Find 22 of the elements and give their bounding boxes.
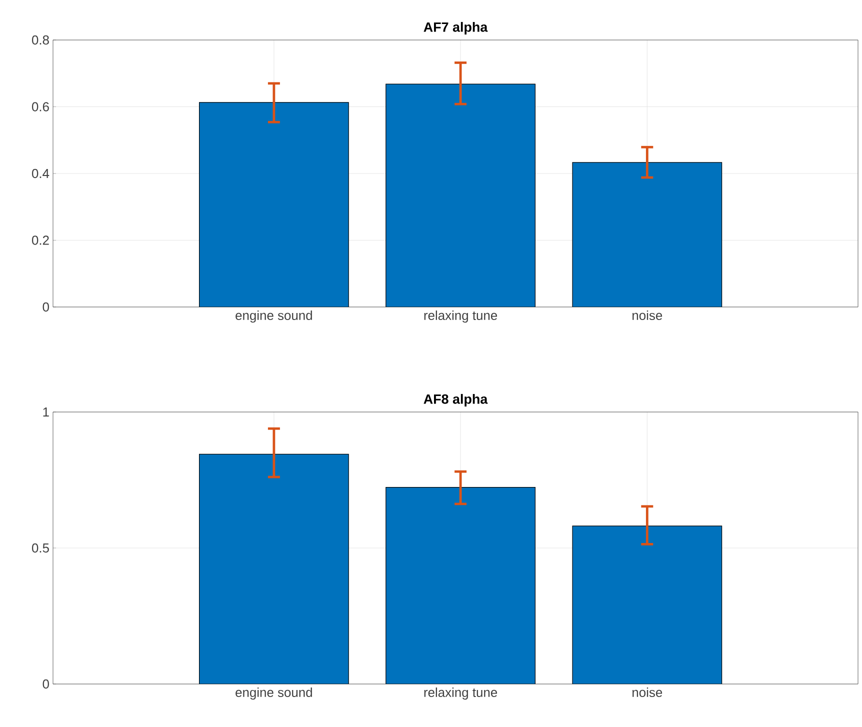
x-tick-label: relaxing tune: [424, 310, 498, 323]
x-tick-label: noise: [632, 688, 662, 698]
y-tick-label: 0: [42, 679, 49, 689]
x-tick-label: engine sound: [236, 310, 312, 323]
y-tick-label: 1: [43, 408, 49, 416]
bar: [386, 487, 536, 684]
bar: [199, 102, 349, 307]
bar: [199, 454, 349, 684]
y-tick-label: 0.5: [32, 543, 49, 553]
y-tick-label: 0.6: [32, 102, 49, 112]
x-tick-label: relaxing tune: [424, 688, 498, 700]
y-tick-label: 0: [42, 302, 49, 312]
x-tick-label: engine sound: [236, 688, 312, 700]
chart-title: AF7 alpha: [424, 22, 488, 35]
y-tick-label: 0.4: [32, 168, 50, 178]
x-tick-label: noise: [632, 310, 662, 320]
y-tick-label: 0.8: [32, 35, 49, 45]
bar: [386, 84, 536, 307]
bar: [572, 162, 722, 307]
chart-title: AF8 alpha: [424, 394, 488, 407]
y-tick-label: 0.2: [32, 236, 49, 245]
bar: [572, 526, 722, 684]
